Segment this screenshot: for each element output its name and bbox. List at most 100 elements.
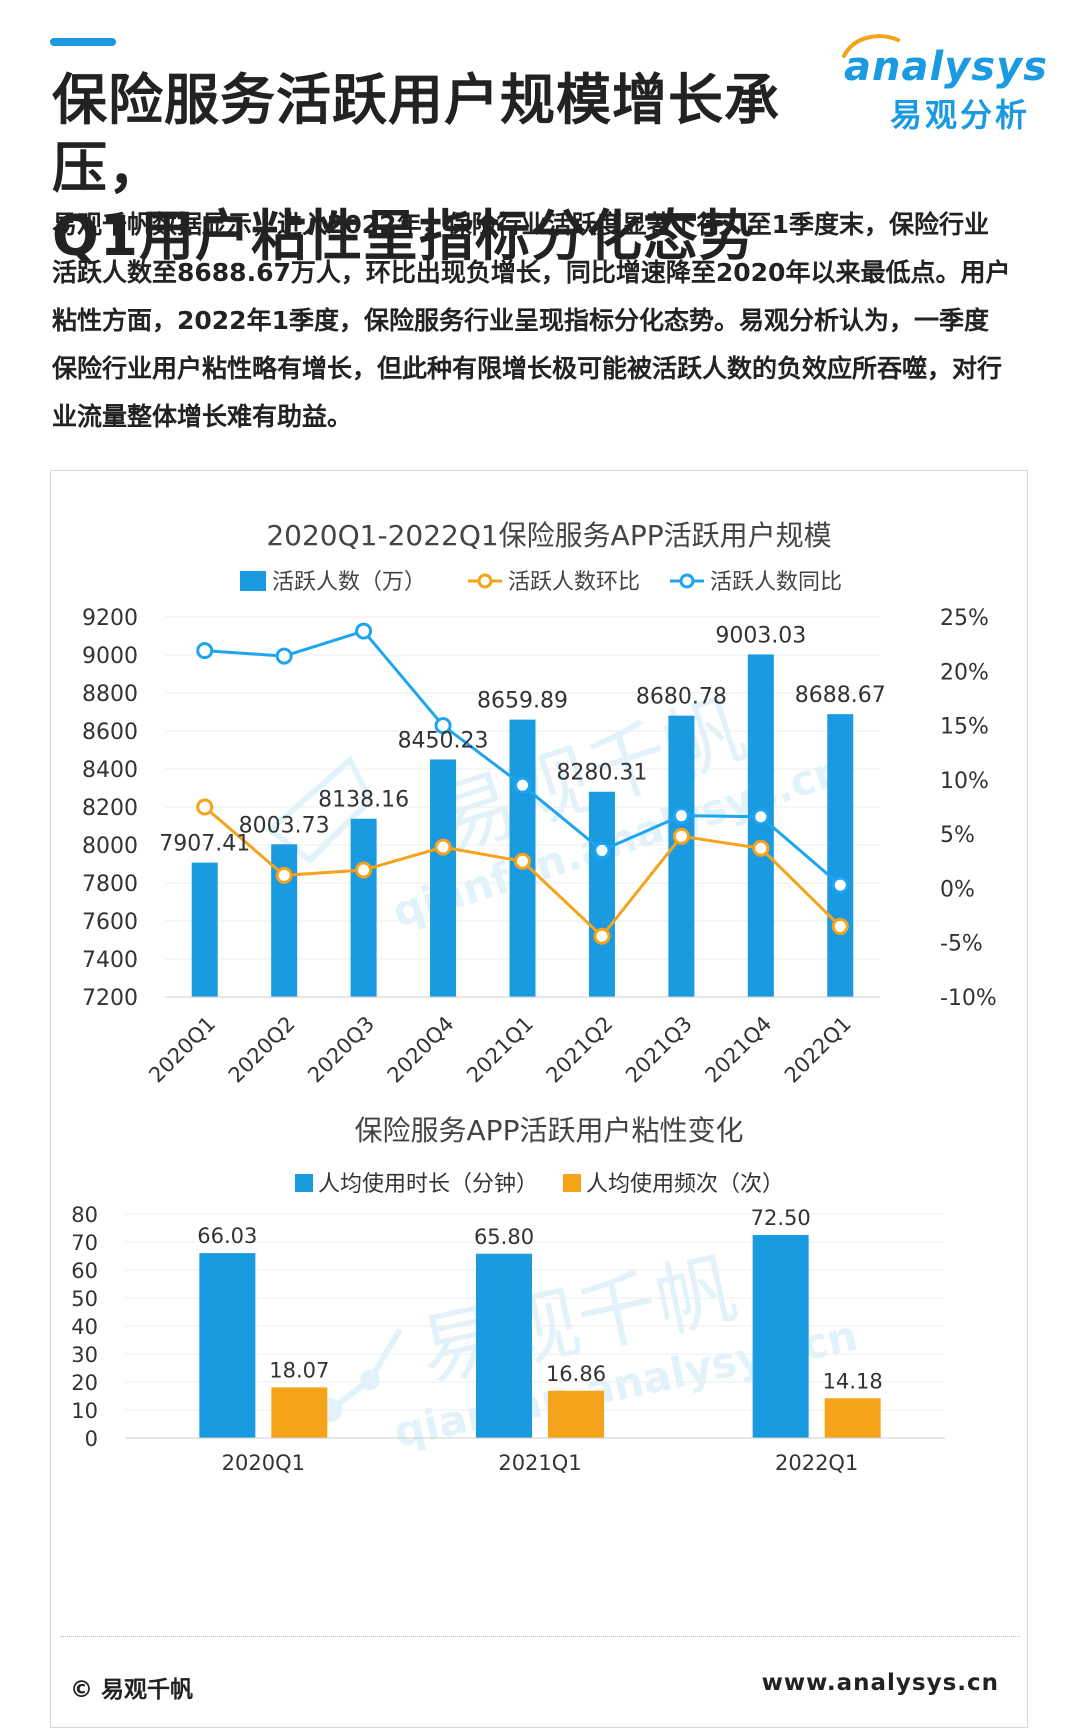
y-tick-label: 8800 — [82, 682, 138, 707]
legend-label-mom: 活跃人数环比 — [508, 570, 640, 595]
bar-duration — [752, 1235, 809, 1438]
legend-swatch-frequency — [563, 1174, 581, 1192]
chart2-y-axis: 0 10 20 30 40 50 60 70 80 — [71, 1203, 98, 1451]
bar-value-label: 72.50 — [751, 1206, 811, 1230]
y-tick-label: 50 — [71, 1287, 98, 1311]
x-tick-label: 2021Q1 — [462, 1012, 538, 1088]
y-tick-label: 7400 — [82, 948, 138, 973]
bar-value-label: 66.03 — [197, 1224, 257, 1248]
y-tick-label: 80 — [71, 1203, 98, 1227]
logo-swoosh-icon — [842, 34, 900, 58]
bar-frequency — [824, 1398, 881, 1438]
y-tick-label: 9000 — [82, 644, 138, 669]
analysys-logo: analysys 易观分析 — [840, 30, 1047, 134]
y2-tick-label: 0% — [940, 877, 975, 902]
bar-value-label: 14.18 — [823, 1369, 883, 1393]
title-line-2: Q1用户粘性呈指标分化态势 — [52, 204, 756, 268]
chart1-y2-axis: -10% -5% 0% 5% 10% 15% 20% 25% — [940, 606, 997, 1011]
legend-marker-yoy — [679, 573, 695, 589]
legend-label-yoy: 活跃人数同比 — [710, 570, 842, 595]
bar-value-label: 8450.23 — [398, 728, 489, 753]
y-tick-label: 8200 — [82, 796, 138, 821]
bar-duration — [199, 1253, 256, 1438]
yoy-point — [434, 717, 452, 735]
legend-marker-mom — [477, 573, 493, 589]
mom-point — [434, 838, 452, 856]
accent-bar — [50, 38, 116, 46]
x-tick-label: 2022Q1 — [780, 1012, 856, 1088]
chart1-x-axis: 2020Q1 2020Q2 2020Q3 2020Q4 2021Q1 2021Q2 2021… — [144, 996, 880, 1088]
legend-swatch-duration — [295, 1174, 313, 1192]
x-tick-label: 2021Q3 — [621, 1012, 697, 1088]
x-tick-label: 2020Q1 — [222, 1451, 305, 1475]
yoy-point — [752, 808, 770, 826]
y-tick-label: 7800 — [82, 872, 138, 897]
y-tick-label: 0 — [85, 1427, 98, 1451]
footer-divider — [60, 1636, 1020, 1637]
intro-paragraph: 易观千帆数据显示，进入2022年，保险行业活跃度显著下行，至1季度末，保险行业活… — [52, 210, 1011, 431]
footer-url[interactable]: www.analysys.cn — [761, 1670, 999, 1696]
chart1-title: 2020Q1-2022Q1保险服务APP活跃用户规模 — [266, 519, 831, 552]
y-tick-label: 20 — [71, 1371, 98, 1395]
chart1-lines — [196, 622, 849, 945]
bar-active-users — [191, 862, 218, 997]
y-tick-label: 9200 — [82, 606, 138, 631]
y2-tick-label: -10% — [940, 986, 997, 1011]
y-tick-label: 70 — [71, 1231, 98, 1255]
bar-active-users — [430, 759, 457, 997]
page-title: 保险服务活跃用户规模增长承压， Q1用户粘性呈指标分化态势 — [52, 66, 872, 270]
mom-point — [672, 827, 690, 845]
legend-label-duration: 人均使用时长（分钟） — [318, 1172, 538, 1197]
legend-label-active-users: 活跃人数（万） — [272, 570, 426, 595]
y2-tick-label: -5% — [940, 932, 983, 957]
bar-value-label: 8659.89 — [477, 689, 568, 714]
mom-point — [831, 917, 849, 935]
bar-value-label: 65.80 — [474, 1225, 534, 1249]
active-users-chart: 易观千帆 qianfan.analysys.cn 2020Q1-2022Q1保险… — [82, 519, 997, 1088]
mom-point — [355, 861, 373, 879]
yoy-point — [275, 647, 293, 665]
chart-frame — [50, 470, 1028, 1728]
logo-word: nalysys — [872, 44, 1048, 90]
logo-wordmark: analysys — [844, 44, 1048, 90]
bar-frequency — [548, 1390, 604, 1438]
x-tick-label: 2020Q1 — [144, 1012, 220, 1088]
yoy-point — [514, 776, 531, 794]
mom-point — [196, 798, 214, 816]
logo-letter: a — [844, 44, 872, 90]
bar-value-label: 9003.03 — [715, 623, 806, 648]
y-tick-label: 40 — [71, 1315, 98, 1339]
x-tick-label: 2021Q1 — [498, 1451, 581, 1475]
title-line-1: 保险服务活跃用户规模增长承压， — [52, 68, 781, 200]
bar-active-users — [827, 714, 854, 997]
logo-chinese: 易观分析 — [890, 96, 1031, 134]
chart2-data-labels: 66.03 18.07 65.80 16.86 72.50 14.18 — [197, 1206, 882, 1393]
bar-active-users — [668, 715, 695, 997]
y-tick-label: 8400 — [82, 758, 138, 783]
y2-tick-label: 10% — [940, 769, 989, 794]
legend-swatch-active-users — [240, 571, 266, 591]
x-tick-label: 2021Q2 — [542, 1012, 618, 1088]
legend-label-frequency: 人均使用频次（次） — [586, 1172, 784, 1197]
mom-point — [275, 866, 293, 884]
chart2-bars — [199, 1235, 881, 1438]
bar-active-users — [350, 818, 377, 997]
y-tick-label: 7200 — [82, 986, 138, 1011]
bar-value-label: 8680.78 — [636, 685, 727, 710]
yoy-point — [672, 807, 690, 825]
y-tick-label: 30 — [71, 1343, 98, 1367]
yoy-point — [196, 642, 214, 660]
y-tick-label: 10 — [71, 1399, 98, 1423]
x-tick-label: 2020Q4 — [383, 1012, 459, 1088]
footer-copyright: © 易观千帆 — [70, 1677, 194, 1703]
chart1-legend: 活跃人数（万） 活跃人数环比 活跃人数同比 — [240, 570, 842, 595]
x-tick-label: 2020Q2 — [224, 1012, 300, 1088]
stickiness-chart: 易观千帆 qianfan.analysys.cn 保险服务APP活跃用户粘性变化… — [71, 1114, 945, 1475]
y-tick-label: 8000 — [82, 834, 138, 859]
y2-tick-label: 20% — [940, 660, 989, 685]
x-tick-label: 2022Q1 — [775, 1451, 858, 1475]
chart1-y-axis: 7200 7400 7600 7800 8000 8200 8400 8600 8800 9000… — [82, 606, 138, 1011]
yoy-point — [355, 622, 373, 640]
bar-frequency — [271, 1387, 328, 1438]
